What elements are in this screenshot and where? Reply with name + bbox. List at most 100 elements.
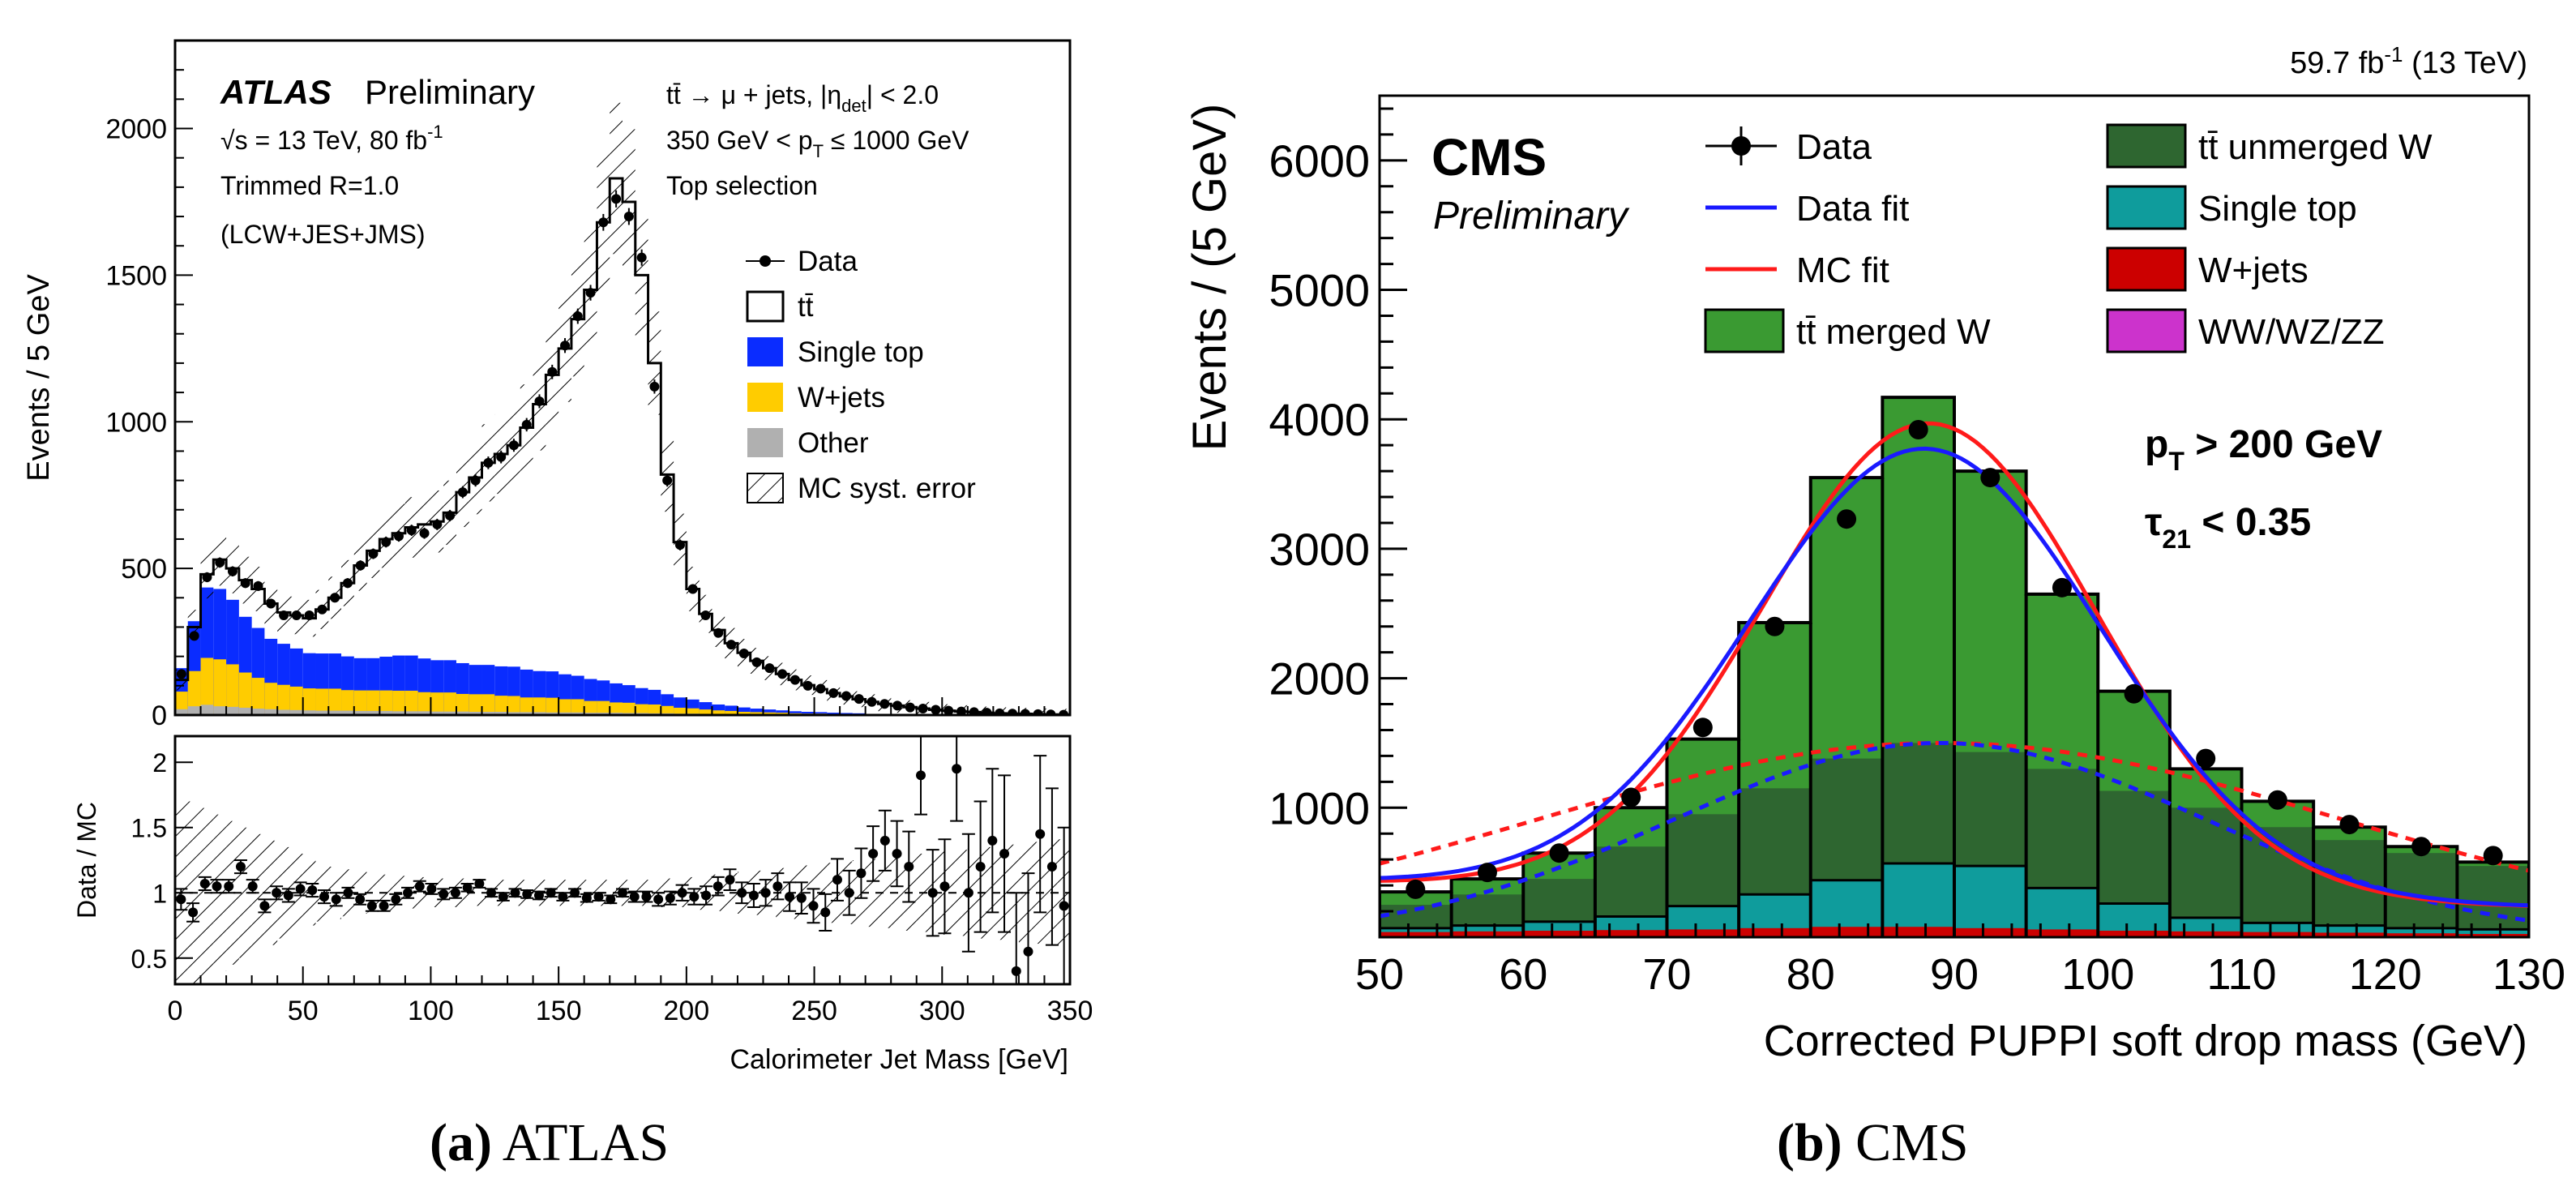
atlas-data-point xyxy=(649,381,660,392)
atlas-data-point xyxy=(585,288,596,298)
atlas-other-bar xyxy=(341,710,354,715)
atlas-ratio-point xyxy=(796,893,807,903)
atlas-legend-swatch xyxy=(747,337,783,366)
atlas-xtick-label: 250 xyxy=(791,996,837,1026)
atlas-data-point xyxy=(572,311,583,322)
cms-data-point xyxy=(1477,863,1497,883)
atlas-ratio-band xyxy=(955,850,968,936)
atlas-legend-label: Other xyxy=(798,427,869,459)
atlas-other-bar xyxy=(456,711,469,715)
atlas-data-point xyxy=(266,598,276,609)
atlas-data-point xyxy=(457,487,468,498)
atlas-selection: Top selection xyxy=(666,171,818,200)
atlas-data-point xyxy=(1046,709,1056,715)
atlas-legend-data-marker xyxy=(760,255,771,267)
cms-legend-swatch xyxy=(2106,123,2187,169)
atlas-wjets-bar xyxy=(597,700,610,715)
atlas-data-point xyxy=(700,610,711,621)
cms-single-top-bar xyxy=(1954,866,2026,937)
atlas-data-point xyxy=(662,475,673,486)
atlas-ratio-point xyxy=(366,901,377,911)
cms-wjets-bar xyxy=(1810,927,1883,937)
cms-legend-label: Data xyxy=(1796,127,1872,167)
atlas-data-point xyxy=(751,657,762,667)
cms-wjets-bar xyxy=(1451,931,1524,937)
atlas-wjets-bar xyxy=(481,694,495,715)
atlas-ratio-point xyxy=(1035,829,1046,839)
atlas-other-bar xyxy=(392,711,405,715)
cms-single-top-bar xyxy=(2457,929,2529,937)
cms-wjets-bar xyxy=(1594,930,1667,937)
atlas-ratio-point xyxy=(355,894,366,905)
cms-wjets-bar xyxy=(2026,929,2099,937)
cms-legend-label: MC fit xyxy=(1796,251,1889,290)
atlas-wjets-bar xyxy=(443,692,456,715)
atlas-ratio-point xyxy=(701,890,712,901)
caption-a: (a) ATLAS xyxy=(430,1112,669,1174)
atlas-data-point xyxy=(304,610,315,621)
atlas-data-point xyxy=(470,475,481,486)
atlas-wjets-bar xyxy=(507,696,520,715)
atlas-other-bar xyxy=(469,712,482,715)
cms-wjets-bar xyxy=(2313,932,2386,937)
cms-data-point xyxy=(2267,790,2287,810)
atlas-wjets-bar xyxy=(725,710,738,715)
atlas-ratio-point xyxy=(570,888,580,898)
atlas-xtick-label: 300 xyxy=(919,996,965,1026)
atlas-data-point xyxy=(227,566,237,576)
atlas-ratio-point xyxy=(474,878,485,889)
atlas-wjets-bar xyxy=(635,704,648,715)
atlas-other-bar xyxy=(302,710,316,715)
atlas-data-point xyxy=(969,707,979,715)
cms-ytick-label: 5000 xyxy=(1269,265,1370,316)
cms-ytick-label: 4000 xyxy=(1269,394,1370,445)
atlas-ratio-point xyxy=(916,770,926,781)
atlas-other-bar xyxy=(187,706,201,715)
atlas-ratio-point xyxy=(1046,862,1057,872)
atlas-ytick-label: 1000 xyxy=(105,407,167,438)
atlas-data-point xyxy=(905,702,915,713)
atlas-other-bar xyxy=(571,712,584,715)
atlas-single-top-bar xyxy=(750,709,764,715)
atlas-data-point xyxy=(944,705,954,715)
atlas-channel: tt̄ → μ + jets, |ηdet| < 2.0 xyxy=(666,80,939,116)
cms-wjets-bar xyxy=(2098,931,2170,937)
atlas-data-point xyxy=(406,525,417,536)
atlas-data-point xyxy=(560,341,571,351)
atlas-other-bar xyxy=(507,712,520,715)
atlas-wjets-bar xyxy=(200,657,214,715)
caption-b: (b) CMS xyxy=(1777,1112,1969,1174)
atlas-data-point xyxy=(995,708,1005,715)
atlas-other-bar xyxy=(200,705,214,715)
atlas-ratio-point xyxy=(188,907,199,918)
atlas-wjets-bar xyxy=(366,690,380,715)
atlas-xtick-label: 350 xyxy=(1047,996,1093,1026)
atlas-wjets-bar xyxy=(648,704,661,715)
atlas-legend-label: tt̄ xyxy=(798,291,814,323)
atlas-data-point xyxy=(291,610,302,621)
atlas-ratio-point xyxy=(546,888,556,898)
cms-data-point xyxy=(2483,846,2503,866)
atlas-data-point xyxy=(521,419,532,430)
cms-data-point xyxy=(1549,843,1569,863)
atlas-legend-label: Data xyxy=(798,246,858,277)
cms-data-point xyxy=(1908,420,1928,440)
cms-legend-label: WW/WZ/ZZ xyxy=(2198,312,2385,352)
atlas-ratio-point xyxy=(748,890,759,901)
atlas-wjets-bar xyxy=(469,694,482,715)
atlas-wjets-bar xyxy=(404,690,418,715)
atlas-ratio-point xyxy=(939,881,950,892)
atlas-data-point xyxy=(355,560,366,571)
atlas-ylabel: Events / 5 GeV xyxy=(22,274,56,482)
atlas-ratio-point xyxy=(533,890,544,901)
atlas-ratio-point xyxy=(618,888,627,898)
atlas-ratio-point xyxy=(462,882,473,893)
atlas-ratio-point xyxy=(199,878,210,889)
atlas-wjets-bar xyxy=(315,688,329,715)
cms-legend-swatch xyxy=(2106,185,2187,230)
atlas-experiment: ATLAS xyxy=(220,73,332,111)
atlas-data-point xyxy=(636,252,647,263)
atlas-ratio-point xyxy=(331,894,341,905)
atlas-ratio-point xyxy=(1023,946,1033,957)
atlas-data-point xyxy=(368,549,379,559)
